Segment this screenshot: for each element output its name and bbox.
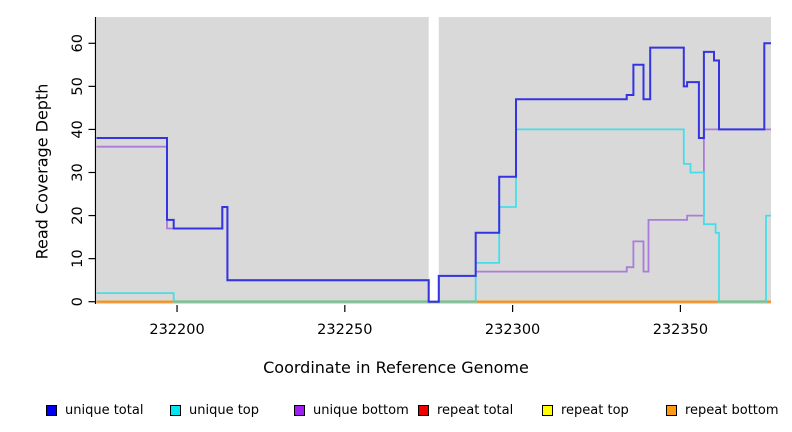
legend-swatch <box>294 404 305 416</box>
legend-item-repeat-total: repeat total <box>418 403 542 418</box>
y-tick-label: 50 <box>70 77 86 95</box>
legend-item-unique-top: unique top <box>170 403 294 418</box>
legend-item-repeat-top: repeat top <box>542 403 666 418</box>
y-tick-label: 40 <box>70 120 86 138</box>
y-tick-label: 20 <box>70 206 86 224</box>
legend-label: repeat bottom <box>685 402 779 418</box>
x-tick-label: 232300 <box>485 322 540 338</box>
coverage-gap-band <box>428 15 439 303</box>
legend-swatch <box>46 404 57 416</box>
legend-swatch <box>542 404 553 416</box>
legend-label: repeat top <box>561 402 629 418</box>
unique-top-line <box>96 128 771 303</box>
legend-label: repeat total <box>437 402 514 418</box>
legend-label: unique bottom <box>313 402 409 418</box>
plot-svg: 0 10 20 30 40 50 60 232200 232250 232300 232350 <box>70 15 771 338</box>
y-tick-label: 0 <box>70 297 86 306</box>
legend-label: unique top <box>189 402 260 418</box>
legend-item-repeat-bottom: repeat bottom <box>666 403 790 418</box>
x-axis-title: Coordinate in Reference Genome <box>263 358 529 377</box>
legend-swatch <box>666 404 677 416</box>
y-axis-title: Read Coverage Depth <box>32 83 52 260</box>
x-tick-label: 232200 <box>149 322 204 338</box>
legend-label: unique total <box>65 402 144 418</box>
x-tick-label: 232350 <box>653 322 708 338</box>
y-tick-label: 10 <box>70 249 86 267</box>
unique-total-line <box>96 42 771 303</box>
x-tick-label: 232250 <box>317 322 372 338</box>
y-tick-label: 30 <box>70 163 86 181</box>
legend-swatch <box>418 404 429 416</box>
legend: unique total unique top unique bottom repea… <box>46 399 788 421</box>
y-tick-label: 60 <box>70 34 86 52</box>
legend-swatch <box>170 404 181 416</box>
legend-item-unique-total: unique total <box>46 403 170 418</box>
legend-item-unique-bottom: unique bottom <box>294 403 418 418</box>
